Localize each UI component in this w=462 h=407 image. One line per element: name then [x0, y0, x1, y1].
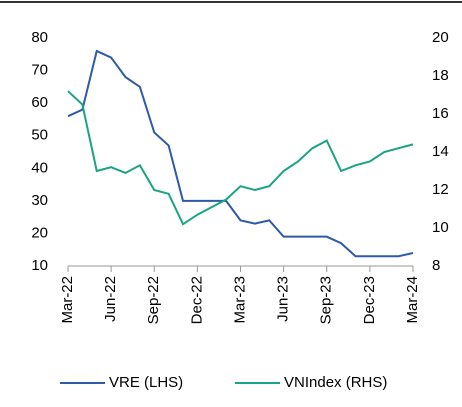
y2-tick-label: 12 [432, 181, 449, 198]
y-tick-label: 20 [31, 224, 48, 241]
x-tick-label: Jun-22 [102, 276, 119, 322]
x-tick-label: Mar-23 [231, 276, 248, 324]
series-line [67, 49, 414, 258]
y2-tick-label: 10 [432, 219, 449, 236]
y-tick-label: 10 [31, 257, 48, 274]
x-tick-label: Dec-22 [188, 276, 205, 324]
y-tick-label: 50 [31, 127, 48, 144]
y2-tick-label: 8 [432, 257, 440, 274]
legend-label: VRE (LHS) [109, 374, 183, 391]
y2-tick-label: 14 [432, 143, 449, 160]
y-tick-label: 40 [31, 159, 48, 176]
y-tick-label: 70 [31, 62, 48, 79]
y2-tick-label: 20 [432, 29, 449, 46]
x-tick-label: Dec-23 [361, 276, 378, 324]
legend-label: VNIndex (RHS) [284, 374, 387, 391]
series-line [67, 90, 414, 226]
x-tick-label: Sep-23 [318, 276, 335, 324]
x-tick-label: Sep-22 [145, 276, 162, 324]
x-tick-label: Jun-23 [275, 276, 292, 322]
x-tick-label: Mar-24 [404, 276, 421, 324]
x-tick-label: Mar-22 [59, 276, 76, 324]
y-tick-label: 80 [31, 29, 48, 46]
y2-tick-label: 18 [432, 67, 449, 84]
y-tick-label: 60 [31, 94, 48, 111]
y2-tick-label: 16 [432, 105, 449, 122]
y-tick-label: 30 [31, 192, 48, 209]
